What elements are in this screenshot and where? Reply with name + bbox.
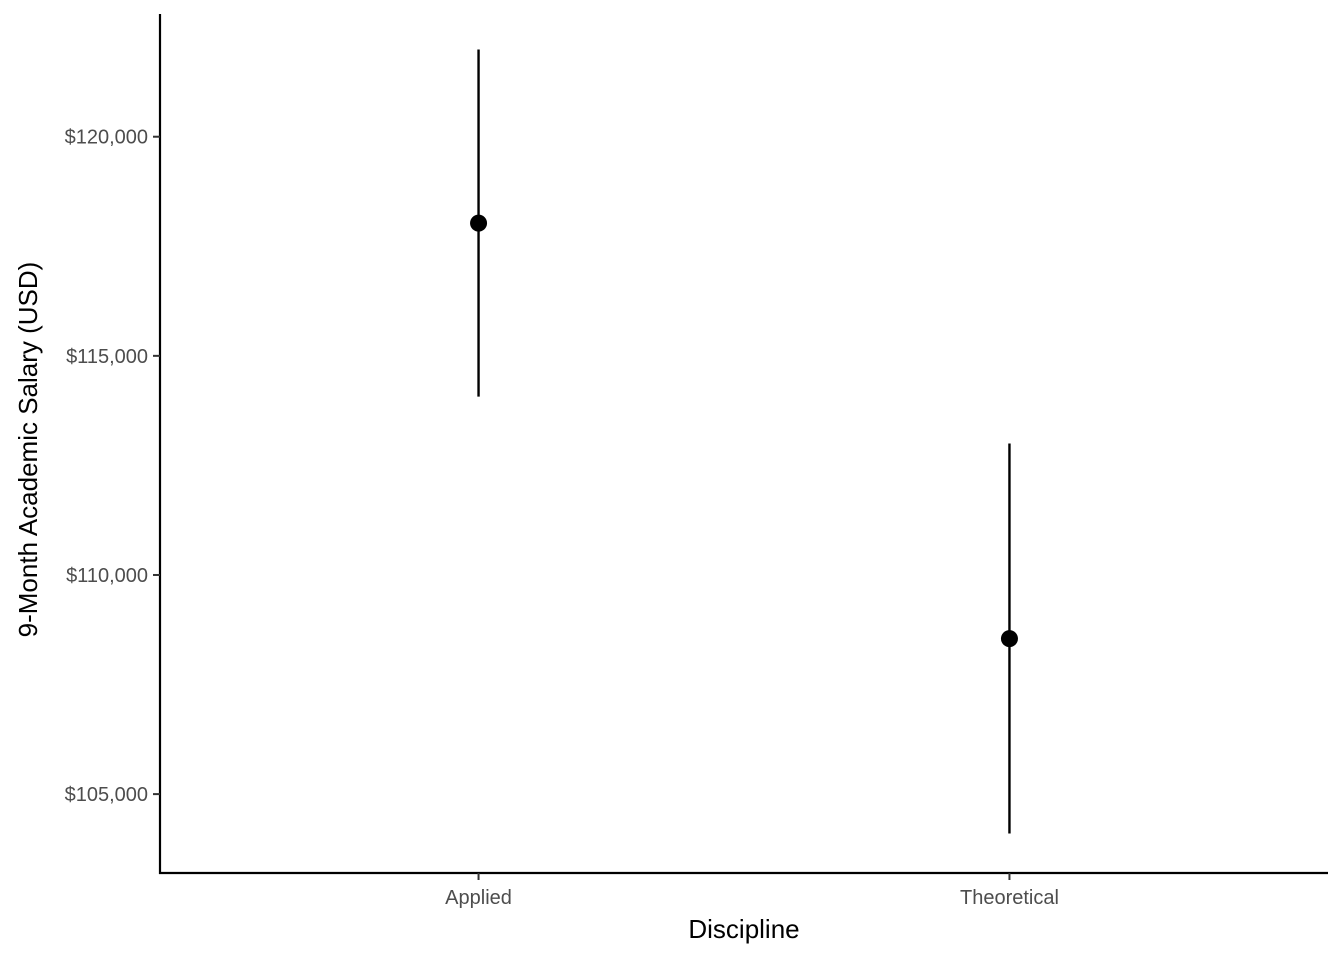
point-theoretical — [1000, 630, 1018, 648]
y-axis-title: 9-Month Academic Salary (USD) — [13, 262, 43, 638]
y-tick-label: $120,000 — [65, 127, 148, 149]
y-tick-label: $115,000 — [66, 346, 148, 368]
x-tick-label: Theoretical — [960, 887, 1059, 909]
y-tick-label: $110,000 — [66, 565, 148, 587]
point-applied — [470, 214, 488, 232]
x-axis-title: Discipline — [688, 914, 799, 944]
x-tick-label: Applied — [445, 887, 512, 909]
y-tick-label: $105,000 — [65, 784, 148, 806]
point-ranges — [470, 49, 1018, 834]
y-axis-ticks: $105,000 $110,000 $115,000 $120,000 — [65, 127, 160, 806]
x-axis-ticks: Applied Theoretical — [445, 873, 1059, 909]
